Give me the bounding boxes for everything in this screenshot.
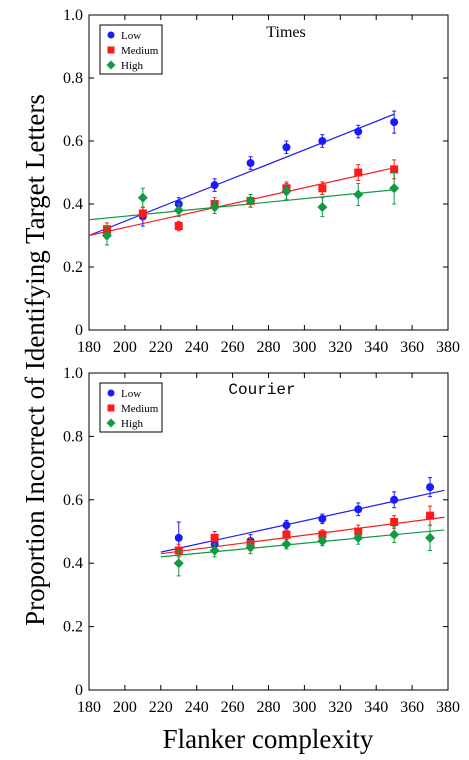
x-tick-label: 200	[113, 339, 137, 356]
x-tick-label: 220	[149, 339, 173, 356]
x-tick-label: 360	[400, 699, 424, 716]
legend-marker-high	[106, 60, 116, 70]
x-tick-label: 380	[436, 699, 460, 716]
x-tick-label: 280	[257, 339, 281, 356]
data-point-low	[174, 533, 183, 542]
fit-line-medium	[88, 167, 395, 237]
data-point-high	[137, 192, 148, 203]
y-tick-label: 1.0	[63, 365, 83, 382]
panel-title: Times	[266, 24, 305, 41]
data-point-high	[425, 532, 436, 543]
data-point-low	[282, 143, 291, 152]
x-tick-label: 180	[77, 699, 101, 716]
legend-marker-medium	[107, 46, 115, 54]
data-point-medium	[354, 168, 363, 177]
x-tick-label: 240	[185, 339, 209, 356]
data-point-medium	[210, 533, 219, 542]
data-point-medium	[318, 184, 327, 193]
data-point-high	[353, 189, 364, 200]
data-point-medium	[138, 209, 147, 218]
data-point-medium	[174, 222, 183, 231]
y-tick-label: 0.2	[63, 259, 83, 276]
x-axis-label: Flanker complexity	[163, 724, 374, 754]
y-tick-label: 1.0	[63, 7, 83, 24]
y-tick-label: 0	[75, 322, 83, 339]
legend: Low Medium High	[99, 382, 163, 433]
x-tick-label: 260	[221, 339, 245, 356]
legend-label-medium: Medium	[121, 403, 159, 415]
legend-marker-high	[106, 418, 116, 428]
x-tick-label: 300	[292, 339, 316, 356]
x-tick-label: 280	[257, 699, 281, 716]
data-point-medium	[390, 165, 399, 174]
data-point-low	[354, 127, 363, 136]
data-point-high	[245, 195, 256, 206]
x-tick-label: 260	[221, 699, 245, 716]
data-point-high	[209, 545, 220, 556]
y-tick-label: 0.6	[63, 133, 83, 150]
legend-marker-low	[107, 389, 115, 397]
data-point-low	[426, 483, 435, 492]
data-point-low	[318, 137, 327, 145]
data-point-high	[209, 202, 220, 213]
legend: Low Medium High	[99, 24, 163, 75]
data-point-low	[282, 521, 291, 530]
legend-marker-medium	[107, 404, 115, 412]
data-point-low	[390, 495, 399, 504]
y-axis-label: Proportion Incorrect of Identifying Targ…	[20, 94, 50, 626]
legend-label-low: Low	[121, 30, 141, 42]
y-tick-label: 0.4	[63, 196, 83, 213]
y-tick-label: 0.6	[63, 492, 83, 509]
data-point-medium	[282, 530, 291, 539]
x-tick-label: 360	[400, 339, 424, 356]
x-tick-label: 320	[328, 339, 352, 356]
data-point-high	[101, 230, 112, 241]
data-point-high	[281, 186, 292, 197]
legend-label-high: High	[121, 60, 144, 72]
data-point-high	[281, 539, 292, 550]
panel-title: Courier	[228, 381, 295, 399]
data-point-medium	[426, 511, 435, 520]
x-tick-label: 300	[292, 699, 316, 716]
chart-panel-courier: 0 0.2 0.4 0.6 0.8 1.0 180 200 220 240 260 280 300 320…	[63, 365, 460, 716]
data-point-high	[173, 558, 184, 569]
data-point-high	[389, 529, 400, 540]
data-point-high	[317, 536, 328, 547]
data-point-high	[245, 542, 256, 553]
data-point-low	[390, 118, 399, 127]
y-tick-label: 0.2	[63, 619, 83, 636]
data-point-low	[246, 159, 255, 168]
data-point-medium	[318, 530, 327, 539]
legend-marker-low	[107, 31, 115, 39]
data-point-high	[173, 205, 184, 216]
data-point-medium	[390, 517, 399, 526]
x-tick-label: 340	[364, 339, 388, 356]
data-point-high	[353, 532, 364, 543]
x-tick-label: 380	[436, 339, 460, 356]
y-tick-label: 0.4	[63, 555, 83, 572]
y-tick-label: 0.8	[63, 70, 83, 87]
data-point-high	[389, 183, 400, 194]
x-tick-label: 320	[328, 699, 352, 716]
y-tick-label: 0.8	[63, 428, 83, 445]
legend-label-medium: Medium	[121, 45, 159, 57]
x-tick-label: 200	[113, 699, 137, 716]
data-point-high	[317, 202, 328, 213]
x-tick-label: 220	[149, 699, 173, 716]
x-tick-label: 340	[364, 699, 388, 716]
x-tick-label: 240	[185, 699, 209, 716]
y-tick-label: 0	[75, 682, 83, 699]
legend-label-high: High	[121, 418, 144, 430]
legend-label-low: Low	[121, 388, 141, 400]
data-point-low	[354, 505, 363, 514]
data-point-low	[210, 181, 219, 190]
x-tick-label: 180	[77, 339, 101, 356]
chart-panel-times: 0 0.2 0.4 0.6 0.8 1.0 180 200 220 240 260 280 300 320…	[63, 7, 460, 356]
data-point-low	[318, 514, 327, 523]
